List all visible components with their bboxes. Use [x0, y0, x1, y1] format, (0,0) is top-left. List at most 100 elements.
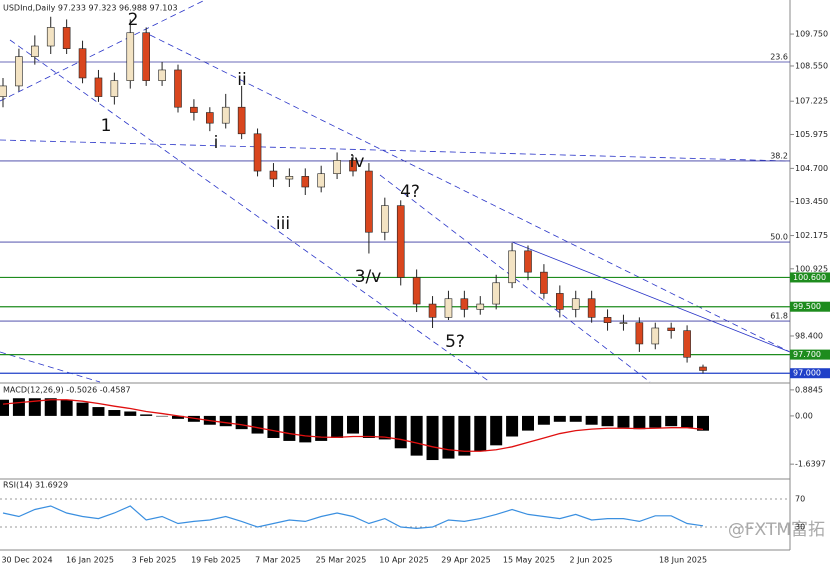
macd-bar: [108, 410, 121, 416]
candle-body: [619, 322, 628, 324]
macd-bar: [537, 415, 550, 425]
macd-bar: [140, 414, 153, 416]
candle-body: [508, 250, 516, 284]
macd-bar: [44, 398, 57, 416]
candle-body: [571, 298, 580, 310]
y-tick-label: 98.400: [795, 331, 823, 340]
chart-title: USDInd,Daily 97.233 97.323 96.988 97.103: [3, 4, 178, 13]
level-box: [790, 349, 830, 360]
macd-bar: [235, 415, 248, 430]
level-label: 97.700: [793, 350, 821, 359]
signal-line: [2, 399, 704, 452]
macd-title: MACD(12,26,9) -0.5026 -0.4587: [3, 386, 131, 395]
x-tick-label: 19 Feb 2025: [191, 556, 241, 565]
macd-bar: [60, 399, 73, 416]
x-tick-label: 16 Jan 2025: [66, 556, 114, 565]
candle-body: [540, 271, 548, 294]
macd-bar: [28, 398, 41, 416]
wave-label: ii: [237, 70, 246, 90]
macd-bar: [219, 415, 232, 427]
candle-body: [237, 106, 246, 135]
candle-body: [699, 366, 707, 371]
macd-bar: [172, 415, 184, 419]
candle-body: [603, 317, 612, 323]
watermark: @FXTM富拓: [728, 520, 825, 540]
fib-label: 23.6: [770, 52, 788, 61]
y-tick-label: 100.925: [795, 264, 828, 273]
macd-bar: [12, 398, 25, 416]
candle-body: [221, 106, 230, 124]
y-tick-label: 107.225: [795, 97, 828, 106]
y-tick-label: 108.550: [795, 61, 828, 70]
macd-bar: [283, 415, 296, 441]
macd-bar: [378, 415, 391, 440]
level-label: 100.600: [793, 273, 826, 282]
trend-line: [149, 34, 791, 353]
x-tick-label: 3 Feb 2025: [132, 556, 177, 565]
macd-bar: [426, 415, 439, 461]
y-tick-label: -1.6397: [795, 460, 826, 469]
x-tick-label: 25 Mar 2025: [316, 556, 367, 565]
x-tick-label: 18 Jun 2025: [659, 556, 707, 565]
macd-bar: [156, 415, 169, 417]
candle-body: [428, 303, 437, 318]
macd-bar: [681, 415, 694, 428]
macd-bar: [506, 415, 519, 437]
candle-body: [317, 173, 325, 188]
candle-body: [15, 56, 23, 87]
trend-line: [0, 0, 206, 102]
macd-bar: [410, 415, 423, 456]
trend-line: [9, 39, 491, 383]
wave-label: 3/v: [355, 267, 382, 287]
macd-bar: [601, 415, 614, 427]
wave-label: 2: [128, 10, 139, 30]
macd-bar: [362, 415, 375, 438]
candle-body: [333, 160, 341, 175]
macd-bar: [665, 415, 678, 427]
macd-bar: [553, 415, 566, 422]
candle-body: [683, 330, 691, 358]
macd-bar: [394, 415, 407, 449]
macd-bar: [299, 415, 312, 443]
y-tick-label: 0.00: [795, 411, 813, 420]
trend-line: [511, 241, 791, 353]
candle-body: [285, 176, 294, 180]
macd-bar: [76, 402, 89, 416]
level-box: [790, 272, 830, 283]
candle-body: [253, 133, 262, 172]
candle-body: [492, 282, 500, 305]
macd-bar: [347, 415, 359, 434]
y-tick-label: 105.975: [795, 130, 828, 139]
candle-body: [635, 322, 644, 345]
macd-bar: [585, 415, 598, 425]
wave-label: iii: [276, 214, 290, 234]
macd-bar: [474, 415, 487, 452]
candle-body: [524, 250, 532, 273]
level-box: [790, 368, 830, 379]
candle-body: [46, 27, 55, 47]
macd-bar: [92, 407, 105, 416]
candle-body: [476, 303, 485, 310]
y-tick-label: 102.175: [795, 231, 828, 240]
wave-label: 5?: [445, 332, 465, 352]
macd-bar: [331, 415, 344, 438]
candle-body: [667, 327, 675, 331]
y-tick-label: 30: [795, 523, 805, 532]
candle-body: [110, 80, 119, 97]
level-box: [790, 301, 830, 312]
rsi-line: [2, 505, 704, 530]
rsi-title: RSI(14) 31.6929: [3, 481, 68, 490]
wave-label: 1: [101, 116, 112, 136]
fib-label: 50.0: [770, 233, 788, 242]
candle-body: [587, 298, 596, 318]
candle-body: [460, 298, 469, 310]
y-tick-label: 109.750: [795, 30, 828, 39]
fib-label: 61.8: [770, 312, 788, 321]
wave-label: iv: [350, 152, 365, 172]
candle-body: [206, 112, 214, 124]
macd-bar: [617, 415, 630, 428]
candle-body: [556, 293, 564, 310]
macd-bar: [124, 411, 137, 416]
